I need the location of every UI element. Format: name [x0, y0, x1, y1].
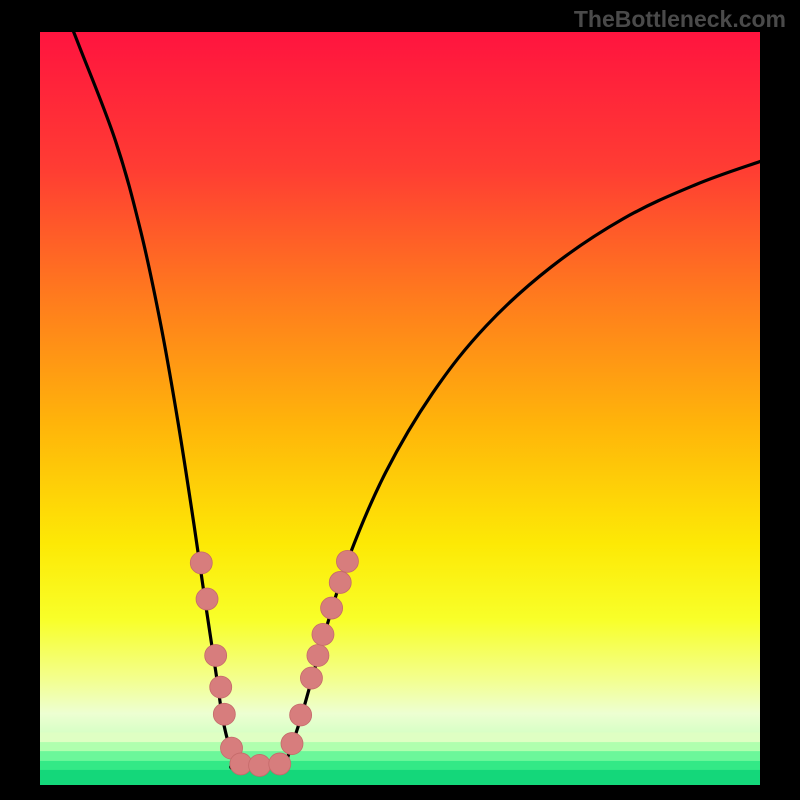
data-marker — [300, 667, 322, 689]
data-marker — [205, 644, 227, 666]
data-marker — [312, 623, 334, 645]
chart-root: TheBottleneck.com — [0, 0, 800, 800]
data-marker — [213, 703, 235, 725]
data-marker — [329, 571, 351, 593]
data-marker — [336, 550, 358, 572]
data-marker — [281, 733, 303, 755]
data-marker — [249, 754, 271, 776]
plot-area — [40, 2, 760, 786]
data-marker — [190, 552, 212, 574]
data-marker — [307, 644, 329, 666]
data-marker — [290, 704, 312, 726]
attribution-text: TheBottleneck.com — [574, 6, 786, 33]
gradient-background — [40, 32, 760, 785]
chart-svg — [0, 0, 800, 800]
data-marker — [196, 588, 218, 610]
gradient-bottom-bands — [40, 732, 760, 786]
data-marker — [269, 753, 291, 775]
data-marker — [210, 676, 232, 698]
data-marker — [321, 597, 343, 619]
